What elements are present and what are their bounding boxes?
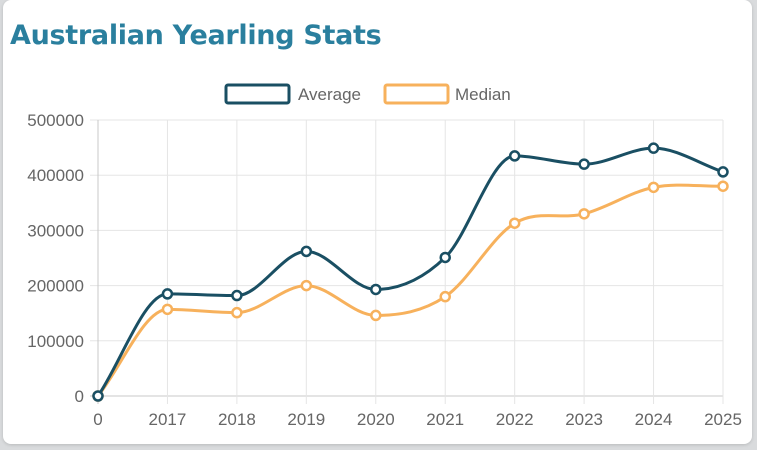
legend-item-median[interactable]: Median	[383, 83, 511, 105]
average-point[interactable]	[161, 288, 174, 300]
average-point[interactable]	[300, 245, 313, 258]
x-tick-label: 2021	[426, 410, 464, 429]
legend-swatch-average	[224, 83, 291, 105]
series-lines	[92, 142, 729, 402]
median-point[interactable]	[717, 180, 729, 192]
x-tick-label: 2018	[218, 410, 256, 429]
average-point[interactable]	[370, 283, 382, 296]
legend[interactable]: Average Median	[224, 83, 511, 105]
average-point[interactable]	[578, 158, 590, 170]
x-tick-label: 0	[93, 410, 102, 429]
median-point[interactable]	[439, 290, 451, 303]
average-line	[96, 146, 724, 397]
y-tick-label: 500000	[27, 111, 84, 130]
average-point[interactable]	[439, 251, 451, 264]
median-point[interactable]	[300, 279, 313, 292]
x-tick-label: 2020	[357, 410, 395, 429]
legend-label-median: Median	[455, 85, 511, 104]
median-line	[96, 183, 724, 397]
median-point[interactable]	[370, 309, 382, 322]
median-point[interactable]	[578, 208, 590, 220]
x-tick-label: 2025	[704, 410, 742, 429]
legend-label-average: Average	[298, 85, 361, 104]
y-tick-label: 200000	[27, 277, 84, 296]
y-tick-label: 0	[75, 387, 84, 406]
x-tick-label: 2019	[287, 410, 325, 429]
y-tick-label: 400000	[27, 166, 84, 185]
chart-title: Australian Yearling Stats	[10, 20, 382, 51]
legend-item-average[interactable]: Average	[224, 83, 361, 105]
x-tick-label: 2022	[496, 410, 534, 429]
median-series	[92, 180, 729, 402]
x-tick-label: 2024	[635, 410, 673, 429]
average-point[interactable]	[92, 390, 104, 402]
y-tick-label: 300000	[27, 221, 84, 240]
x-axis-ticks: 0 2017 2018 2019 2020 2021 2022 2023 2024 2025	[93, 410, 742, 429]
average-point[interactable]	[717, 166, 729, 178]
average-point[interactable]	[647, 142, 660, 154]
median-point[interactable]	[647, 181, 660, 194]
y-axis-ticks: 0 100000 200000 300000 400000 500000	[27, 111, 84, 406]
legend-swatch-median	[383, 83, 450, 105]
x-tick-label: 2023	[565, 410, 603, 429]
y-tick-label: 100000	[27, 332, 84, 351]
grid-lines	[90, 119, 724, 404]
average-point[interactable]	[508, 150, 521, 162]
median-point[interactable]	[161, 303, 174, 316]
median-point[interactable]	[508, 217, 521, 229]
average-series	[92, 142, 729, 402]
average-point[interactable]	[231, 289, 243, 302]
median-point[interactable]	[231, 306, 243, 319]
x-tick-label: 2017	[149, 410, 187, 429]
chart-card	[3, 0, 752, 444]
